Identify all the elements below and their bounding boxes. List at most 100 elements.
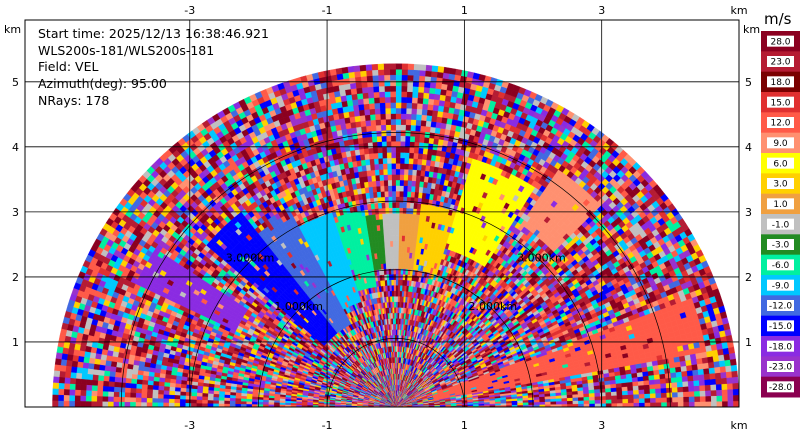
velocity-cell — [605, 387, 612, 393]
velocity-cell — [610, 391, 618, 396]
velocity-cell — [705, 390, 712, 397]
velocity-cell — [639, 402, 646, 408]
velocity-cell — [610, 387, 617, 393]
velocity-cell — [721, 389, 728, 396]
velocity-cell — [567, 400, 574, 405]
velocity-cell — [716, 389, 723, 396]
velocity-cell — [555, 397, 562, 402]
velocity-cell — [666, 387, 673, 393]
velocity-cell — [682, 380, 689, 387]
velocity-cell — [577, 396, 585, 401]
velocity-cell — [660, 392, 668, 398]
velocity-cell — [561, 400, 568, 405]
velocity-cell — [577, 393, 584, 398]
velocity-cell — [655, 388, 662, 394]
velocity-cell — [730, 364, 738, 372]
velocity-cell — [699, 384, 706, 392]
velocity-cell — [688, 401, 695, 408]
velocity-cell — [693, 379, 700, 387]
velocity-cell — [621, 386, 628, 392]
velocity-cell — [644, 397, 651, 403]
velocity-cell — [661, 401, 668, 408]
velocity-cell — [448, 67, 457, 75]
velocity-cell — [714, 372, 722, 379]
velocity-cell — [605, 391, 612, 397]
velocity-cell — [692, 369, 699, 376]
radar-velocity-field — [52, 63, 740, 408]
velocity-cell — [578, 400, 585, 405]
velocity-cell — [704, 378, 711, 386]
velocity-cell — [671, 386, 678, 393]
velocity-cell — [446, 84, 454, 92]
velocity-cell — [710, 389, 717, 397]
velocity-cell — [708, 367, 716, 374]
velocity-cell — [671, 391, 679, 398]
velocity-cell — [674, 361, 682, 368]
velocity-cell — [687, 380, 695, 387]
velocity-cell — [643, 384, 651, 390]
velocity-cell — [666, 396, 673, 403]
velocity-cell — [727, 394, 734, 402]
velocity-cell — [638, 389, 645, 395]
velocity-cell — [710, 384, 717, 391]
velocity-cell — [696, 357, 703, 365]
velocity-cell — [672, 401, 679, 408]
velocity-cell — [594, 399, 601, 404]
velocity-cell — [716, 400, 723, 408]
velocity-cell — [643, 379, 650, 386]
velocity-cell — [714, 366, 721, 374]
velocity-cell — [572, 397, 579, 401]
velocity-cell — [707, 355, 714, 363]
velocity-cell — [704, 384, 712, 391]
velocity-cell — [649, 388, 656, 394]
velocity-cell — [700, 401, 707, 408]
velocity-cell — [732, 388, 740, 396]
velocity-cell — [655, 397, 662, 403]
velocity-cell — [731, 370, 738, 378]
velocity-cell — [649, 392, 657, 399]
velocity-cell — [627, 394, 634, 400]
velocity-cell — [650, 397, 657, 403]
velocity-cell — [692, 374, 700, 381]
velocity-cell — [698, 373, 705, 381]
velocity-cell — [588, 392, 596, 397]
velocity-cell — [691, 363, 699, 371]
velocity-cell — [561, 397, 568, 402]
velocity-cell — [716, 395, 723, 402]
velocity-cell — [712, 355, 720, 363]
velocity-cell — [655, 402, 662, 408]
velocity-cell — [683, 401, 690, 408]
velocity-cell — [616, 386, 623, 392]
velocity-cell — [522, 402, 529, 406]
velocity-cell — [653, 374, 661, 380]
velocity-cell — [723, 353, 731, 361]
velocity-cell — [715, 383, 723, 391]
velocity-cell — [583, 393, 590, 398]
velocity-cell — [589, 399, 596, 404]
velocity-cell — [717, 348, 724, 356]
velocity-cell — [594, 392, 601, 397]
velocity-cell — [583, 403, 590, 408]
velocity-cell — [686, 364, 693, 372]
velocity-cell — [644, 388, 651, 395]
velocity-cell — [605, 395, 612, 400]
velocity-cell — [733, 394, 740, 402]
velocity-cell — [680, 365, 688, 372]
velocity-cell — [626, 381, 634, 387]
velocity-cell — [616, 390, 623, 396]
velocity-cell — [720, 377, 728, 385]
velocity-cell — [632, 385, 639, 391]
velocity-cell — [654, 383, 662, 389]
velocity-cell — [539, 401, 546, 405]
velocity-cell — [627, 398, 635, 404]
velocity-cell — [670, 371, 677, 378]
velocity-cell — [633, 398, 640, 404]
velocity-cell — [731, 376, 739, 384]
velocity-cell — [688, 390, 695, 397]
velocity-cell — [705, 395, 712, 402]
velocity-cell — [654, 378, 661, 385]
velocity-cell — [729, 358, 737, 366]
velocity-cell — [627, 402, 634, 408]
velocity-cell — [681, 375, 689, 382]
velocity-cell — [627, 385, 634, 391]
